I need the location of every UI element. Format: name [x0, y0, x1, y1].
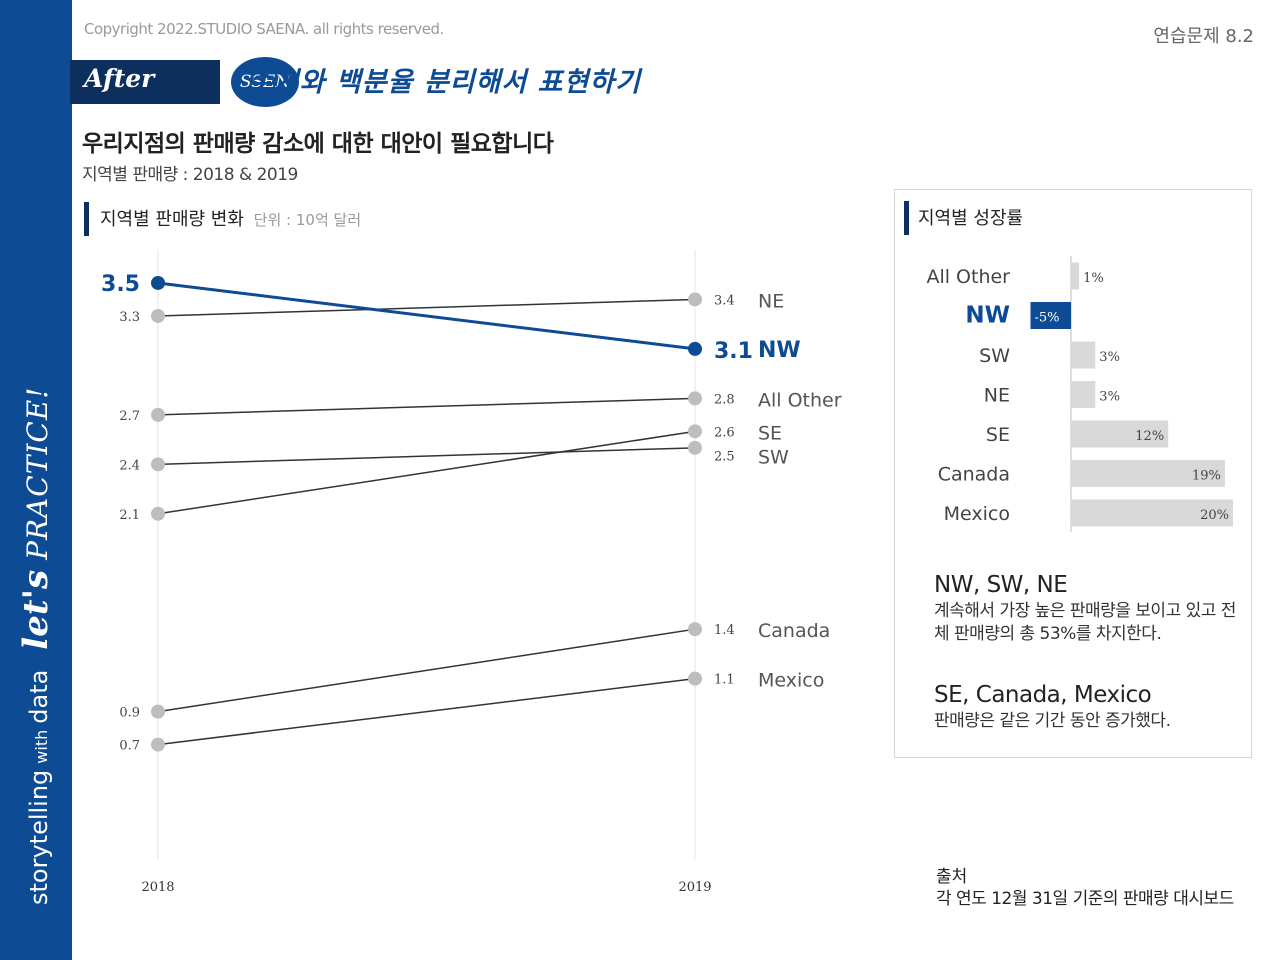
note-2-body: 판매량은 같은 기간 동안 증가했다.: [934, 711, 1171, 731]
banner-title: 수치와 백분율 분리해서 표현하기: [248, 67, 641, 98]
point-2019-canada: [688, 622, 702, 637]
growth-chart-title: 지역별 성장률: [918, 208, 1024, 229]
value-label-2018-nw: 3.5: [101, 272, 140, 297]
growth-panel: [894, 189, 1252, 758]
series-label-mexico: Mexico: [758, 670, 824, 692]
value-label-2019-canada: 1.4: [714, 623, 735, 638]
value-label-2018-mexico: 0.7: [119, 739, 140, 754]
value-label-2018-ne: 3.3: [119, 310, 140, 325]
series-line-nw: [157, 281, 696, 351]
point-2018-ne: [151, 308, 165, 323]
source-text: 각 연도 12월 31일 기준의 판매량 대시보드: [936, 889, 1234, 909]
source-label: 출처: [936, 867, 968, 887]
series-label-all-other: All Other: [758, 389, 842, 411]
after-banner: After SSEN: [70, 54, 302, 110]
series-label-nw: NW: [758, 338, 801, 363]
value-label-2018-sw: 2.4: [119, 458, 140, 473]
point-2018-mexico: [151, 737, 165, 752]
point-2018-all-other: [151, 407, 165, 422]
banner-badge: SSEN: [228, 54, 302, 110]
value-label-2018-all-other: 2.7: [119, 409, 140, 424]
page-subtitle: 지역별 판매량 : 2018 & 2019: [82, 165, 298, 185]
value-label-2019-all-other: 2.8: [714, 392, 735, 407]
series-label-se: SE: [758, 422, 782, 444]
series-label-sw: SW: [758, 446, 789, 468]
note-1-body: 계속해서 가장 높은 판매량을 보이고 있고 전체 판매량의 총 53%를 차지…: [934, 601, 1236, 644]
point-2019-se: [688, 424, 702, 439]
series-label-canada: Canada: [758, 620, 830, 642]
point-2018-sw: [151, 457, 165, 472]
point-2018-canada: [151, 704, 165, 719]
value-label-2018-canada: 0.9: [119, 706, 140, 721]
series-label-ne: NE: [758, 290, 784, 312]
chart-title-marker: [84, 202, 89, 236]
slope-chart-heading: 지역별 판매량 변화 단위 : 10억 달러: [100, 205, 361, 231]
slope-chart: 2018 2019 3.3 3.4 NE 2.7 2.8 All Other 2.4 2.5 SW 2…: [101, 250, 842, 895]
point-2019-sw: [688, 440, 702, 455]
series-line-all-other: [157, 397, 696, 416]
page-title: 우리지점의 판매량 감소에 대한 대안이 필요합니다: [82, 131, 554, 157]
value-label-2018-se: 2.1: [119, 508, 140, 523]
point-2019-all-other: [688, 391, 702, 406]
series-line-se: [157, 430, 696, 515]
copyright: Copyright 2022.STUDIO SAENA. all rights …: [84, 20, 444, 38]
slope-chart-unit: 단위 : 10억 달러: [253, 211, 362, 229]
sidebar: storytellingwithdatalet'sPRACTICE!: [0, 0, 72, 960]
note-2-head: SE, Canada, Mexico: [934, 682, 1152, 708]
point-2018-nw: [151, 275, 165, 290]
slope-chart-title: 지역별 판매량 변화: [100, 209, 244, 230]
value-label-2019-nw: 3.1: [714, 339, 753, 364]
note-1-head: NW, SW, NE: [934, 572, 1068, 598]
point-2018-se: [151, 506, 165, 521]
value-label-2019-ne: 3.4: [714, 293, 735, 308]
point-2019-mexico: [688, 671, 702, 686]
point-2019-ne: [688, 292, 702, 307]
growth-title-marker: [904, 201, 909, 235]
value-label-2019-sw: 2.5: [714, 449, 735, 464]
banner-bar: [70, 60, 220, 104]
point-2019-nw: [688, 341, 702, 356]
value-label-2019-mexico: 1.1: [714, 673, 735, 688]
x-tick-2019: 2019: [678, 880, 711, 895]
banner-after: After: [84, 64, 155, 93]
series-line-mexico: [157, 677, 696, 746]
exercise-label: 연습문제 8.2: [1153, 26, 1254, 47]
series-line-ne: [157, 298, 696, 317]
series-line-canada: [157, 628, 696, 713]
series-line-sw: [157, 447, 696, 466]
value-label-2019-se: 2.6: [714, 425, 735, 440]
x-tick-2018: 2018: [141, 880, 174, 895]
